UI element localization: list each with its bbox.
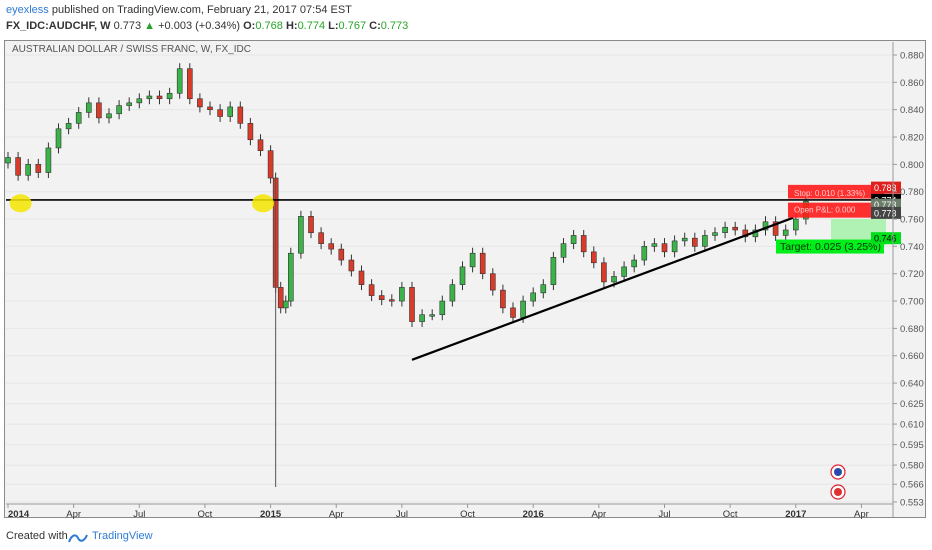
tradingview-link[interactable]: TradingView — [92, 530, 153, 542]
high-value: 0.774 — [297, 20, 326, 32]
symbol-info: FX_IDC:AUDCHF, W 0.773 ▲ +0.003 (+0.34%)… — [6, 20, 408, 32]
low-value: 0.767 — [338, 20, 367, 32]
low-label: L: — [328, 20, 339, 32]
footer: Created with TradingView — [0, 526, 932, 550]
created-with-text: Created with — [6, 530, 68, 542]
close-label: C: — [369, 20, 381, 32]
chart-frame — [4, 40, 926, 518]
tradingview-logo-icon — [68, 534, 88, 543]
open-value: 0.768 — [255, 20, 283, 32]
published-text: published on TradingView.com, February 2… — [51, 4, 352, 16]
close-value: 0.773 — [380, 20, 409, 32]
chart-header: eyexless published on TradingView.com, F… — [0, 0, 932, 40]
price-change: +0.003 (+0.34%) — [158, 20, 241, 32]
up-arrow-icon: ▲ — [144, 20, 156, 32]
last-price: 0.773 — [113, 20, 142, 32]
publish-info: eyexless published on TradingView.com, F… — [6, 4, 352, 16]
symbol-name[interactable]: FX_IDC:AUDCHF, W — [6, 20, 111, 32]
open-label: O: — [243, 20, 256, 32]
author-link[interactable]: eyexless — [6, 4, 49, 16]
high-label: H: — [285, 20, 298, 32]
